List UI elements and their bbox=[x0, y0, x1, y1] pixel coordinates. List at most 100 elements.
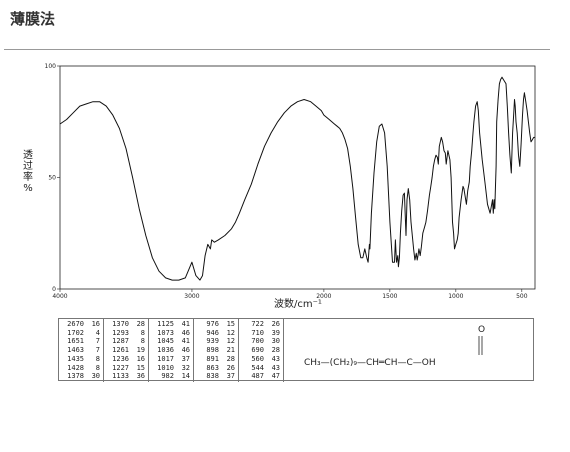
y-axis-label-char: % bbox=[23, 183, 33, 194]
y-tick-label: 50 bbox=[48, 175, 56, 182]
transmittance-line bbox=[59, 76, 535, 281]
peak-transmittance: 4 bbox=[95, 328, 100, 337]
peak-entry: 1261 19 bbox=[107, 346, 145, 355]
peak-wavenumber: 1370 bbox=[112, 320, 129, 328]
peak-transmittance: 16 bbox=[136, 354, 145, 363]
peak-wavenumber: 1435 bbox=[67, 354, 84, 363]
peak-transmittance: 46 bbox=[181, 328, 190, 337]
structure-text: CH₃—(CH₂)₉—CH═CH—C—OH bbox=[304, 358, 436, 368]
peak-wavenumber: 1463 bbox=[67, 346, 84, 355]
peak-entry: 838 37 bbox=[197, 372, 235, 381]
page-title: 薄膜法 bbox=[10, 10, 56, 28]
y-axis-label-char: 率 bbox=[23, 170, 33, 183]
peak-transmittance: 19 bbox=[136, 346, 145, 355]
peak-wavenumber: 1036 bbox=[157, 346, 174, 355]
x-tick-label: 4000 bbox=[52, 293, 67, 300]
peak-transmittance: 28 bbox=[136, 320, 145, 328]
peak-wavenumber: 700 bbox=[251, 337, 264, 346]
peak-entry: 976 15 bbox=[197, 320, 235, 329]
peak-transmittance: 30 bbox=[91, 372, 100, 381]
peak-entry: 1133 36 bbox=[107, 372, 145, 381]
peak-entry: 946 12 bbox=[197, 329, 235, 338]
peak-entry: 487 47 bbox=[242, 372, 280, 381]
peak-entry: 1287 8 bbox=[107, 337, 145, 346]
peak-transmittance: 8 bbox=[140, 337, 145, 346]
x-tick-label: 2000 bbox=[316, 293, 331, 300]
peak-transmittance: 41 bbox=[181, 337, 190, 346]
peak-column: 1125 41 1073 46 1045 41 1036 46 1017 37 1010 32 982 1… bbox=[148, 319, 194, 382]
x-tick-label: 1000 bbox=[448, 293, 463, 300]
peak-wavenumber: 898 bbox=[206, 346, 219, 355]
peak-transmittance: 43 bbox=[271, 363, 280, 372]
peak-entry: 560 43 bbox=[242, 355, 280, 364]
peak-entry: 982 14 bbox=[152, 372, 190, 381]
peak-entry: 1463 7 bbox=[62, 346, 100, 355]
peak-entry: 2670 16 bbox=[62, 320, 100, 329]
peak-entry: 1378 30 bbox=[62, 372, 100, 381]
peak-wavenumber: 690 bbox=[251, 346, 264, 355]
peak-transmittance: 7 bbox=[95, 346, 100, 355]
peak-wavenumber: 1045 bbox=[157, 337, 174, 346]
peak-wavenumber: 544 bbox=[251, 363, 264, 372]
peak-entry: 1651 7 bbox=[62, 337, 100, 346]
peak-entry: 1435 8 bbox=[62, 355, 100, 364]
peak-wavenumber: 487 bbox=[251, 372, 264, 381]
peak-entry: 1702 4 bbox=[62, 329, 100, 338]
peak-entry: 1017 37 bbox=[152, 355, 190, 364]
peak-entry: 710 39 bbox=[242, 329, 280, 338]
peak-wavenumber: 1287 bbox=[112, 337, 129, 346]
peak-wavenumber: 1125 bbox=[157, 320, 174, 328]
peak-entry: 1293 8 bbox=[107, 329, 145, 338]
peak-table-frame bbox=[58, 318, 534, 381]
peak-entry: 1073 46 bbox=[152, 329, 190, 338]
structure-formula: CH₃—(CH₂)₉—CH═CH—C—OH O bbox=[304, 325, 485, 368]
peak-entry: 1428 8 bbox=[62, 364, 100, 373]
peak-wavenumber: 710 bbox=[251, 328, 264, 337]
peak-entry: 891 28 bbox=[197, 355, 235, 364]
peak-transmittance: 47 bbox=[271, 372, 280, 381]
peak-transmittance: 21 bbox=[226, 346, 235, 355]
peak-column: 1370 28 1293 8 1287 8 1261 19 1236 16 1227 15 1133 36 bbox=[103, 319, 149, 382]
y-axis-label-char: 过 bbox=[23, 159, 33, 172]
peak-transmittance: 32 bbox=[181, 363, 190, 372]
peak-wavenumber: 939 bbox=[206, 337, 219, 346]
peak-wavenumber: 946 bbox=[206, 328, 219, 337]
peak-transmittance: 8 bbox=[95, 363, 100, 372]
peak-wavenumber: 1133 bbox=[112, 372, 129, 381]
peak-wavenumber: 2670 bbox=[67, 320, 84, 328]
y-tick-label: 0 bbox=[52, 286, 56, 293]
peak-wavenumber: 1428 bbox=[67, 363, 84, 372]
peak-entry: 1236 16 bbox=[107, 355, 145, 364]
peak-transmittance: 26 bbox=[271, 320, 280, 328]
peak-entry: 1227 15 bbox=[107, 364, 145, 373]
peak-entry: 700 30 bbox=[242, 337, 280, 346]
peak-wavenumber: 1261 bbox=[112, 346, 129, 355]
peak-wavenumber: 891 bbox=[206, 354, 219, 363]
peak-wavenumber: 976 bbox=[206, 320, 219, 328]
peak-wavenumber: 722 bbox=[251, 320, 264, 328]
y-tick-label: 100 bbox=[45, 63, 57, 70]
plot-frame bbox=[59, 65, 536, 290]
peak-wavenumber: 1017 bbox=[157, 354, 174, 363]
peak-transmittance: 28 bbox=[226, 354, 235, 363]
peak-transmittance: 8 bbox=[95, 354, 100, 363]
peak-transmittance: 46 bbox=[181, 346, 190, 355]
peak-entry: 1036 46 bbox=[152, 346, 190, 355]
y-axis-label-char: 透 bbox=[23, 149, 33, 161]
peak-wavenumber: 1227 bbox=[112, 363, 129, 372]
peak-transmittance: 7 bbox=[95, 337, 100, 346]
peak-transmittance: 41 bbox=[181, 320, 190, 328]
peak-wavenumber: 863 bbox=[206, 363, 219, 372]
peak-transmittance: 15 bbox=[226, 320, 235, 328]
peak-transmittance: 16 bbox=[91, 320, 100, 328]
peak-wavenumber: 1293 bbox=[112, 328, 129, 337]
peak-transmittance: 12 bbox=[226, 328, 235, 337]
peak-wavenumber: 1236 bbox=[112, 354, 129, 363]
peak-transmittance: 15 bbox=[136, 363, 145, 372]
peak-wavenumber: 1010 bbox=[157, 363, 174, 372]
peak-wavenumber: 1073 bbox=[157, 328, 174, 337]
peak-entry: 1045 41 bbox=[152, 337, 190, 346]
peak-wavenumber: 838 bbox=[206, 372, 219, 381]
peak-transmittance: 28 bbox=[271, 346, 280, 355]
peak-transmittance: 8 bbox=[140, 328, 145, 337]
